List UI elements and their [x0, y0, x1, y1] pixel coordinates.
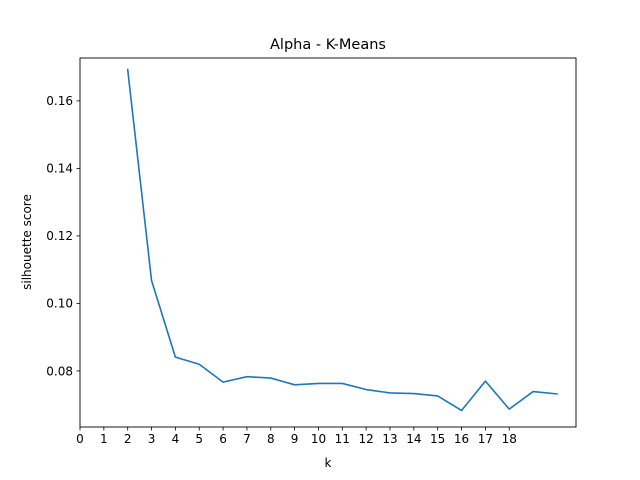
x-axis-label: k: [325, 456, 332, 470]
x-tick-label: 18: [502, 432, 517, 446]
y-tick-label: 0.10: [46, 297, 73, 311]
x-tick-label: 10: [311, 432, 326, 446]
x-axis: 0 1 2 3 4 5 6 7 8 9 10 11 12 13 14 15 16 17 18: [76, 427, 517, 446]
chart-title: Alpha - K-Means: [270, 37, 386, 53]
y-tick-label: 0.14: [46, 162, 73, 176]
x-tick-label: 15: [430, 432, 445, 446]
x-tick-label: 8: [267, 432, 275, 446]
y-axis-label: silhouette score: [20, 194, 34, 290]
series-line: [126, 68, 558, 412]
x-tick-label: 1: [100, 432, 108, 446]
x-tick-label: 12: [359, 432, 374, 446]
x-tick-label: 14: [406, 432, 421, 446]
y-tick-label: 0.08: [46, 364, 73, 378]
x-tick-label: 9: [291, 432, 299, 446]
x-tick-label: 4: [172, 432, 180, 446]
y-axis: 0.08 0.10 0.12 0.14 0.16: [46, 94, 80, 378]
x-tick-label: 3: [148, 432, 156, 446]
y-tick-label: 0.12: [46, 229, 73, 243]
x-tick-label: 17: [478, 432, 493, 446]
x-tick-label: 16: [454, 432, 469, 446]
plot-area: [126, 68, 558, 412]
x-tick-label: 0: [76, 432, 84, 446]
y-tick-label: 0.16: [46, 94, 73, 108]
x-tick-label: 6: [219, 432, 227, 446]
plot-frame: [79, 57, 577, 428]
x-tick-label: 2: [124, 432, 132, 446]
x-tick-label: 11: [335, 432, 350, 446]
x-tick-label: 7: [243, 432, 251, 446]
x-tick-label: 13: [382, 432, 397, 446]
x-tick-label: 5: [195, 432, 203, 446]
